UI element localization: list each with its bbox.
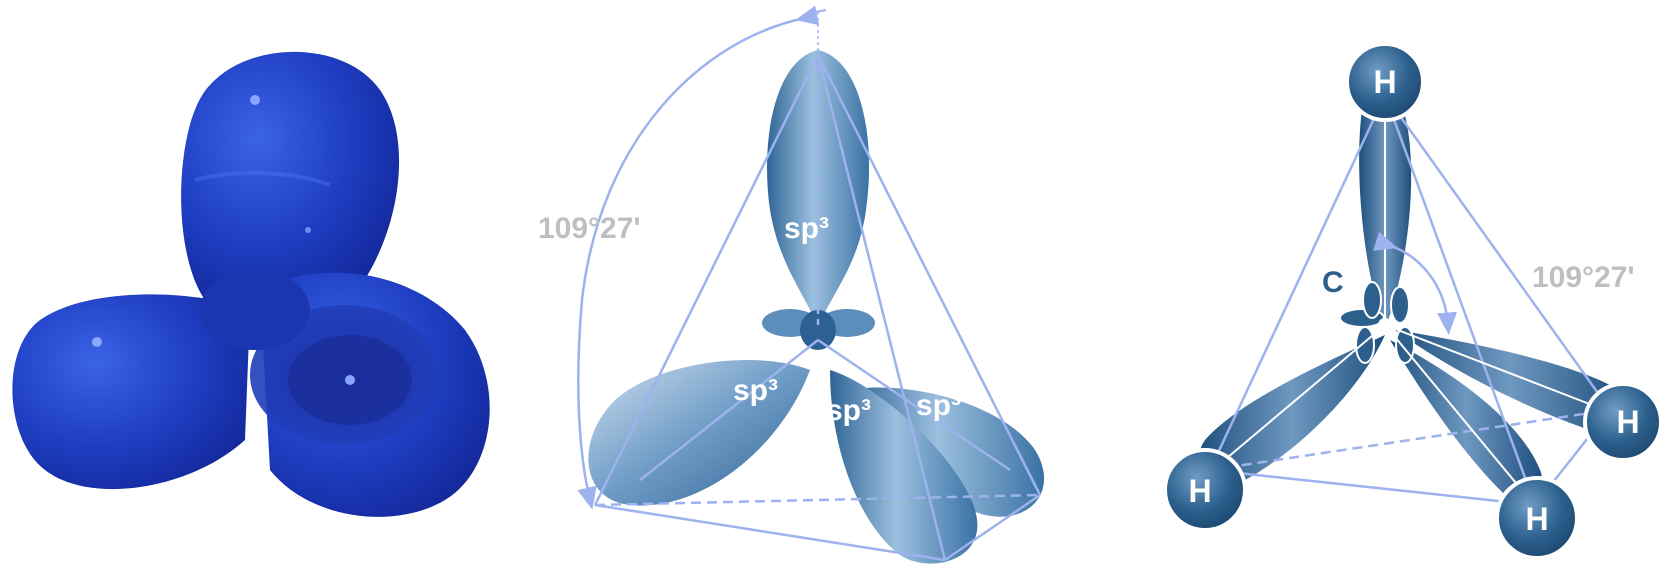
hydrogen-atom-top: H <box>1345 42 1425 122</box>
bond-lobe-front <box>1390 340 1543 502</box>
sp3-orbitals-panel: 109°27' sp³ sp³ sp³ sp³ <box>538 5 1045 564</box>
methane-angle-arc <box>1373 231 1458 335</box>
lobe-front <box>830 370 978 564</box>
methane-angle-label: 109°27' <box>1532 261 1635 294</box>
lobe-label-top: sp³ <box>784 212 829 245</box>
methane-panel: H H H H C 109°27' <box>1163 42 1663 560</box>
bond-lobe-right <box>1395 330 1625 432</box>
angle-label: 109°27' <box>538 212 641 245</box>
tetrahedron-frame <box>593 54 1042 562</box>
model-center <box>200 270 310 350</box>
svg-text:H: H <box>1525 501 1548 537</box>
angle-arc <box>577 5 820 510</box>
bond-lobe-left <box>1198 335 1385 485</box>
lobe-label-left: sp³ <box>733 374 778 407</box>
svg-text:H: H <box>1616 404 1639 440</box>
svg-text:H: H <box>1188 473 1211 509</box>
hydrogen-atom-bottom: H <box>1495 476 1579 560</box>
lobe-label-right: sp³ <box>916 389 961 422</box>
model-lobe-left <box>12 294 250 490</box>
hydrogen-atom-left: H <box>1163 448 1247 532</box>
orbital-model-panel <box>12 51 490 517</box>
lobe-label-front: sp³ <box>826 394 871 427</box>
carbon-label: C <box>1322 266 1344 299</box>
svg-text:H: H <box>1373 64 1396 100</box>
hydrogen-atom-right: H <box>1583 382 1663 462</box>
